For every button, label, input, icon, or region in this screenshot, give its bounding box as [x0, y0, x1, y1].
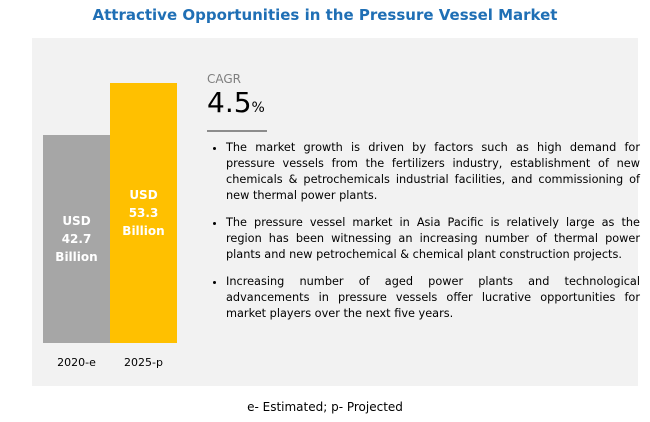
bullet-list: The market growth is driven by factors s… — [212, 140, 640, 333]
divider — [207, 130, 267, 132]
value-label: USD 42.7 Billion — [55, 213, 98, 264]
cagr-label: CAGR — [207, 72, 242, 86]
footnote: e- Estimated; p- Projected — [247, 400, 403, 414]
bar — [43, 134, 110, 343]
cagr-number: 4.5 — [207, 86, 252, 119]
value-label: USD 53.3 Billion — [122, 188, 165, 238]
x-tick-label: 2025-p — [124, 356, 163, 369]
x-tick-label: 2020-e — [57, 356, 96, 369]
bullet-item: Increasing number of aged power plants a… — [226, 274, 640, 322]
bullet-item: The pressure vessel market in Asia Pacif… — [226, 215, 640, 263]
cagr-value: 4.5% — [207, 86, 265, 119]
chart-title: Attractive Opportunities in the Pressure… — [92, 6, 558, 24]
panel: CAGR 4.5% The market growth is driven by… — [32, 38, 640, 386]
bullet-item: The market growth is driven by factors s… — [226, 140, 640, 204]
bar — [110, 83, 177, 343]
cagr-unit: % — [251, 100, 265, 116]
